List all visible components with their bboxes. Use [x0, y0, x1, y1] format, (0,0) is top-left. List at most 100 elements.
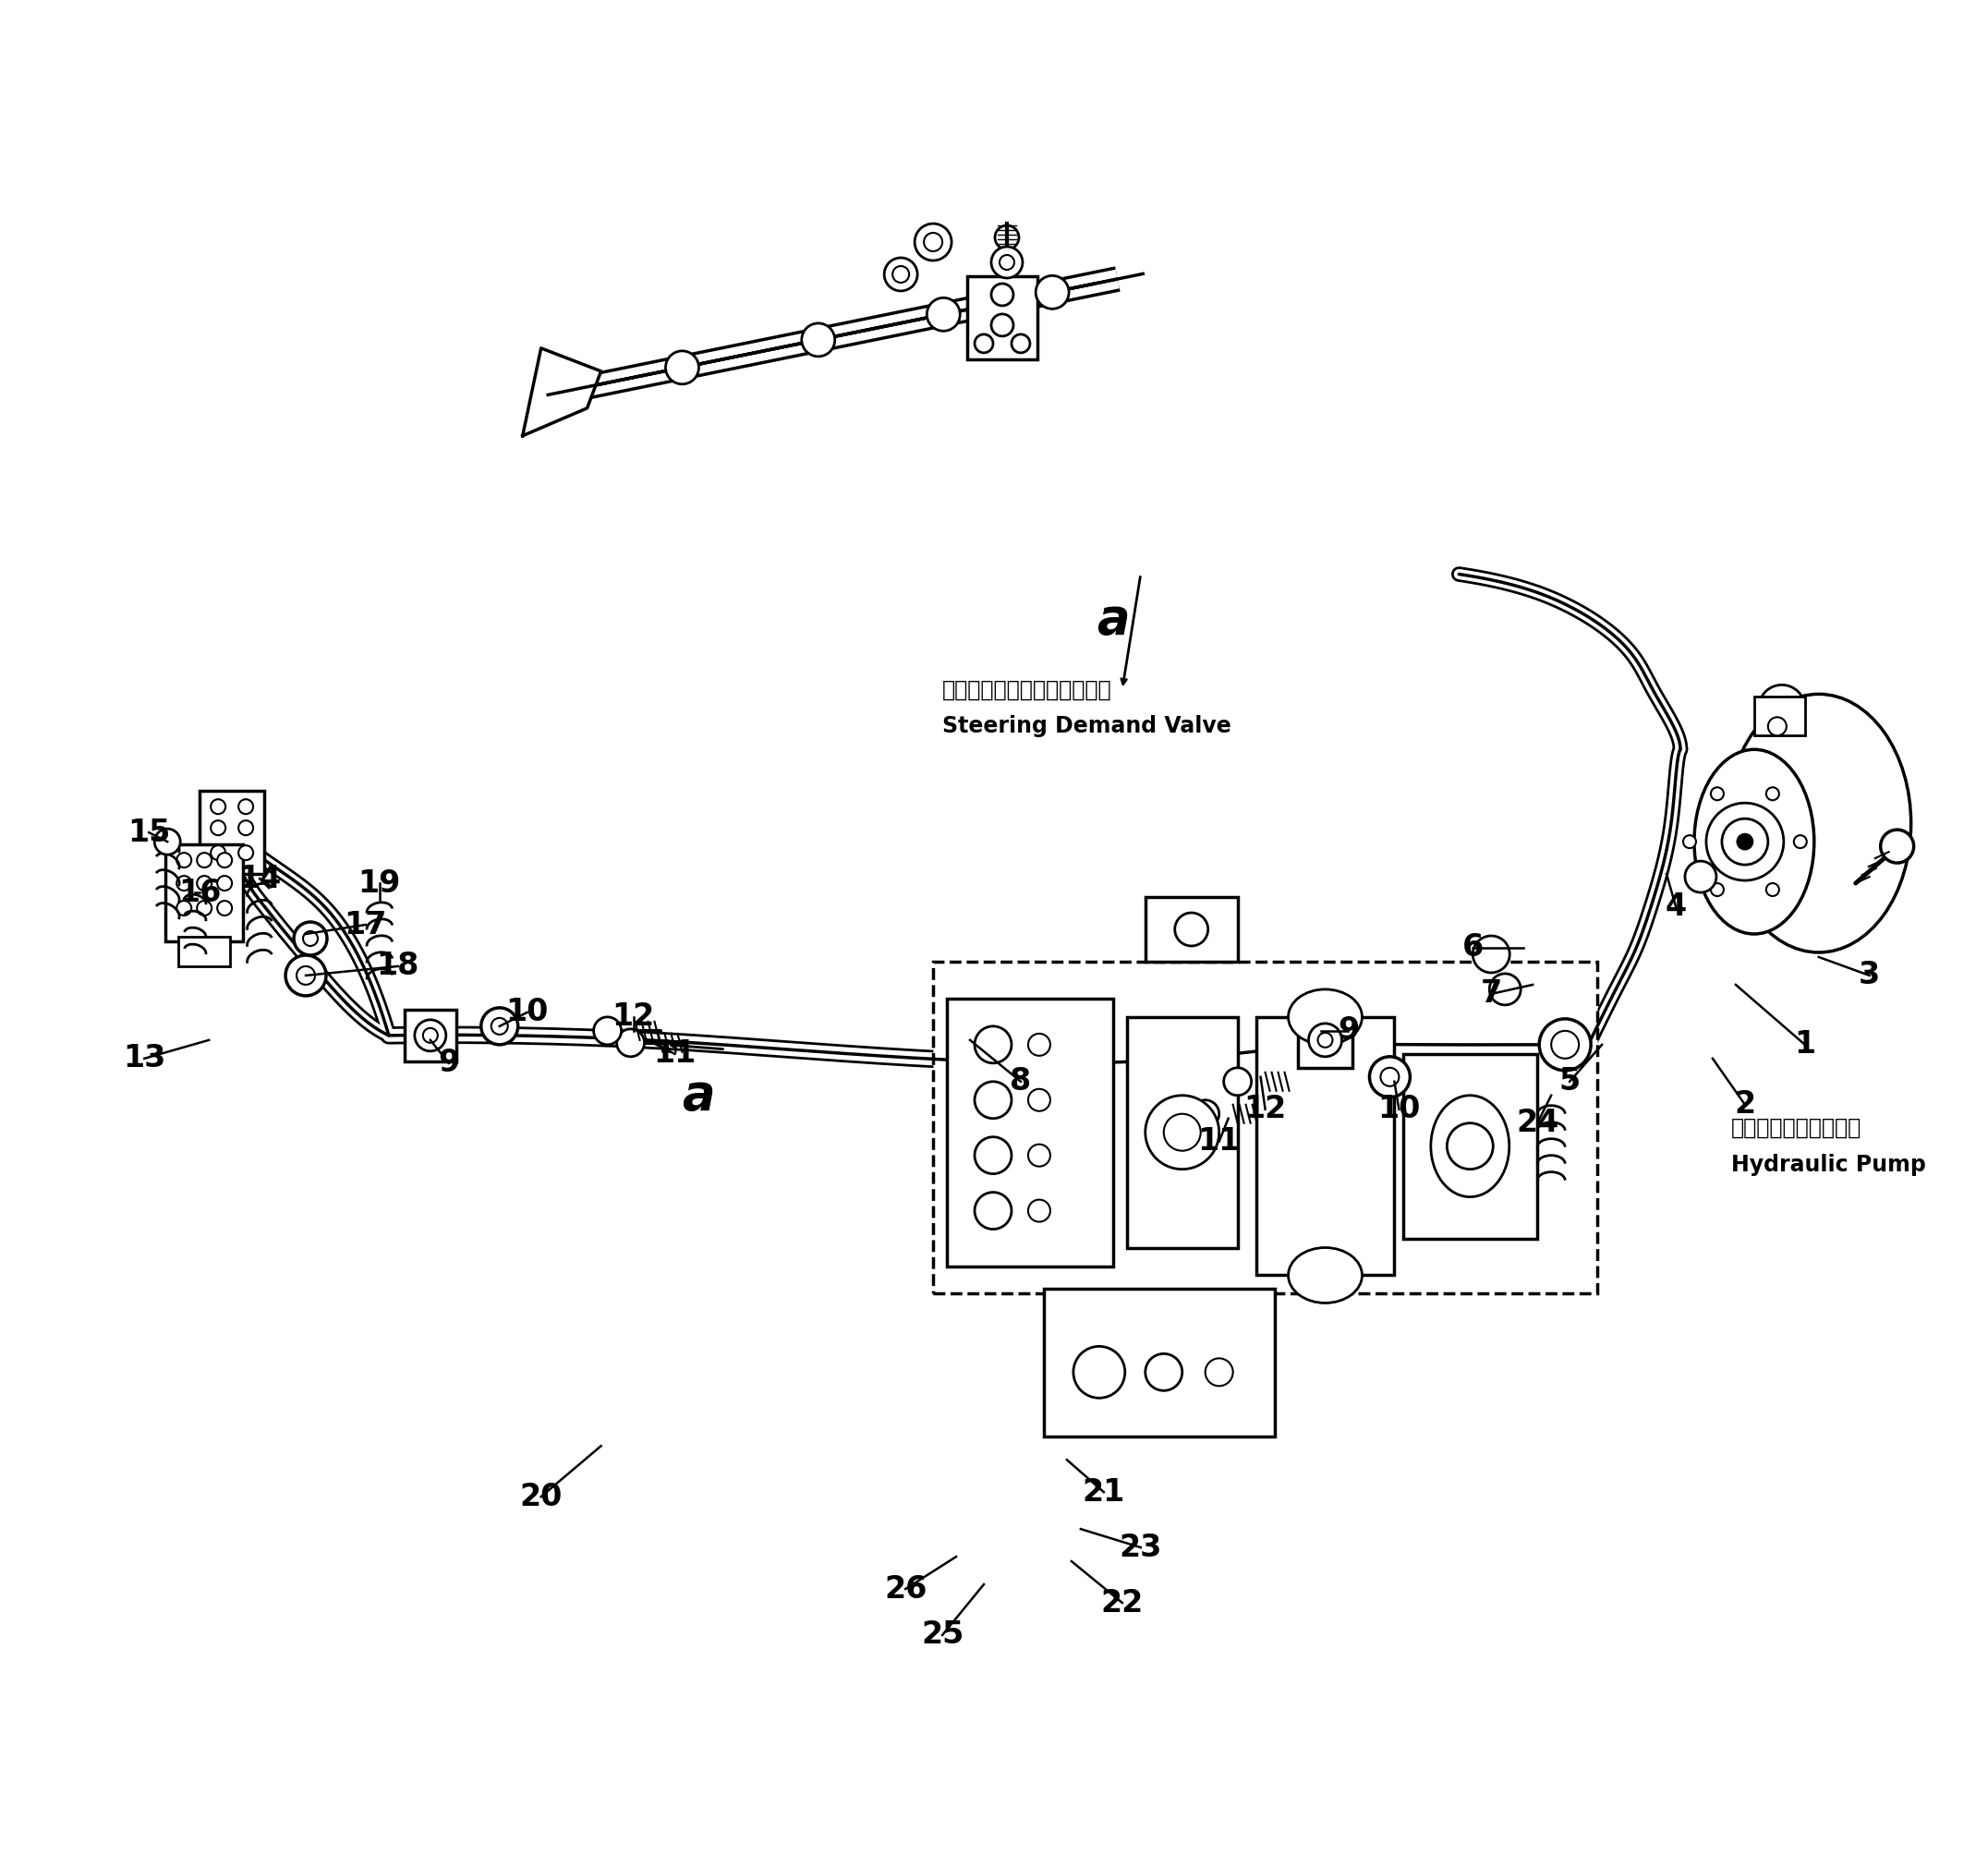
Circle shape: [924, 233, 942, 252]
Circle shape: [992, 314, 1014, 336]
Circle shape: [1000, 256, 1014, 269]
Circle shape: [1028, 1144, 1050, 1167]
Circle shape: [1473, 935, 1509, 973]
Bar: [946, 999, 1113, 1266]
Circle shape: [1012, 334, 1030, 353]
Bar: [179, 937, 231, 967]
Text: Hydraulic Pump: Hydraulic Pump: [1732, 1154, 1926, 1176]
Circle shape: [1145, 1096, 1219, 1169]
Circle shape: [1225, 1068, 1250, 1096]
Ellipse shape: [1694, 749, 1815, 934]
Text: 14: 14: [239, 863, 280, 894]
Circle shape: [217, 876, 233, 891]
Text: 26: 26: [885, 1574, 926, 1604]
Text: 10: 10: [1378, 1094, 1419, 1124]
Text: 19: 19: [358, 868, 402, 898]
Circle shape: [974, 334, 994, 353]
Circle shape: [491, 1018, 507, 1034]
Circle shape: [926, 297, 960, 330]
Ellipse shape: [1288, 1247, 1362, 1303]
Circle shape: [1712, 883, 1724, 896]
Text: ステアリングデマンドバルブ: ステアリングデマンドバルブ: [942, 678, 1111, 700]
Circle shape: [211, 846, 225, 861]
Circle shape: [1765, 788, 1779, 801]
Text: a: a: [1097, 596, 1129, 644]
Circle shape: [211, 799, 225, 814]
Circle shape: [197, 853, 211, 868]
Circle shape: [1191, 1100, 1219, 1128]
Circle shape: [286, 956, 326, 995]
Text: 1: 1: [1795, 1029, 1815, 1060]
Text: a: a: [682, 1072, 714, 1120]
Text: 6: 6: [1461, 932, 1483, 963]
Ellipse shape: [1288, 990, 1362, 1046]
Circle shape: [1539, 1019, 1590, 1070]
Text: 4: 4: [1666, 891, 1686, 922]
Text: ハイドロリックポンプ: ハイドロリックポンプ: [1732, 1116, 1861, 1139]
Circle shape: [155, 829, 181, 855]
Circle shape: [197, 876, 211, 891]
Circle shape: [177, 876, 191, 891]
Circle shape: [415, 1019, 445, 1051]
Ellipse shape: [1726, 695, 1910, 952]
Circle shape: [177, 900, 191, 915]
Circle shape: [1684, 835, 1696, 848]
Text: 9: 9: [1338, 1016, 1360, 1046]
Circle shape: [423, 1029, 437, 1044]
Circle shape: [1145, 1354, 1183, 1391]
Text: 22: 22: [1101, 1587, 1143, 1619]
Circle shape: [974, 1027, 1012, 1062]
Text: 21: 21: [1081, 1477, 1125, 1507]
Circle shape: [594, 1018, 622, 1046]
Circle shape: [992, 246, 1022, 278]
Circle shape: [893, 267, 909, 282]
Bar: [1044, 1288, 1274, 1438]
Circle shape: [974, 1193, 1012, 1228]
Circle shape: [1028, 1088, 1050, 1111]
Circle shape: [1318, 1032, 1332, 1047]
Circle shape: [1074, 1346, 1125, 1398]
Text: 25: 25: [920, 1621, 964, 1650]
Polygon shape: [523, 347, 600, 435]
Circle shape: [1028, 1034, 1050, 1055]
Circle shape: [481, 1008, 519, 1046]
Circle shape: [1028, 1200, 1050, 1221]
Text: 16: 16: [179, 877, 221, 907]
Circle shape: [885, 258, 916, 291]
FancyBboxPatch shape: [932, 962, 1596, 1294]
Bar: [165, 844, 243, 941]
Circle shape: [914, 224, 952, 261]
Circle shape: [1759, 685, 1805, 732]
Bar: [968, 276, 1038, 358]
Circle shape: [1205, 1359, 1233, 1385]
Circle shape: [1738, 835, 1751, 849]
Text: 12: 12: [612, 1003, 654, 1032]
Circle shape: [1722, 818, 1767, 864]
Text: 15: 15: [127, 818, 171, 848]
Text: 17: 17: [344, 909, 388, 939]
Circle shape: [239, 799, 252, 814]
Circle shape: [994, 226, 1020, 250]
Circle shape: [1308, 1023, 1342, 1057]
Circle shape: [1793, 835, 1807, 848]
Circle shape: [992, 284, 1014, 306]
Bar: [1145, 896, 1239, 962]
Circle shape: [239, 820, 252, 835]
Bar: [1127, 1018, 1239, 1247]
Circle shape: [1175, 913, 1209, 947]
Text: 10: 10: [505, 997, 549, 1027]
Circle shape: [1551, 1031, 1578, 1059]
Ellipse shape: [1431, 1096, 1509, 1197]
Text: 20: 20: [519, 1481, 563, 1512]
Circle shape: [294, 922, 326, 956]
Circle shape: [197, 900, 211, 915]
Text: 23: 23: [1119, 1533, 1163, 1563]
Circle shape: [666, 351, 700, 385]
Text: 11: 11: [1197, 1126, 1241, 1158]
Circle shape: [1881, 829, 1914, 863]
Text: 8: 8: [1010, 1066, 1032, 1096]
Bar: [1753, 696, 1805, 736]
Text: 11: 11: [654, 1038, 696, 1070]
Bar: [199, 792, 264, 874]
Text: 13: 13: [123, 1044, 165, 1074]
